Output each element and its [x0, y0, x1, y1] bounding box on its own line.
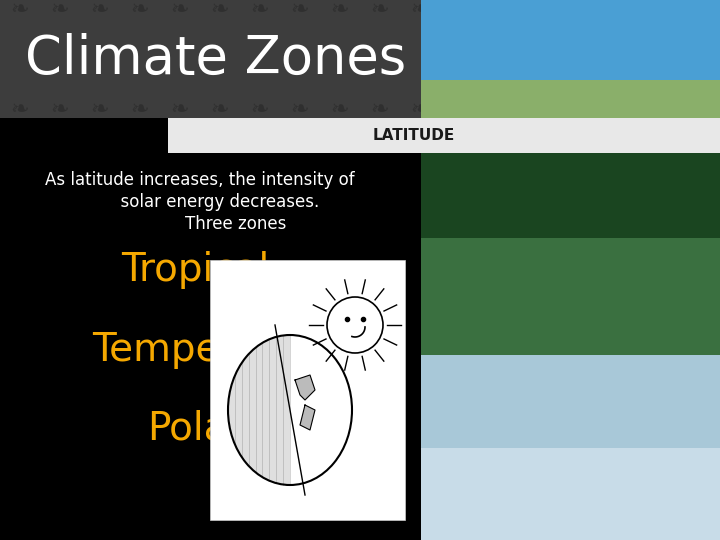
- Text: ❧: ❧: [50, 0, 69, 20]
- Bar: [421, 355, 720, 540]
- Circle shape: [327, 297, 383, 353]
- Text: ❧: ❧: [211, 0, 229, 20]
- Text: ❧: ❧: [251, 100, 269, 120]
- Text: ❧: ❧: [11, 100, 30, 120]
- Bar: [168, 118, 720, 153]
- Bar: [421, 120, 720, 355]
- Text: ❧: ❧: [571, 0, 589, 20]
- Text: solar energy decreases.: solar energy decreases.: [110, 193, 320, 211]
- Text: ❧: ❧: [330, 0, 349, 20]
- Text: ❧: ❧: [291, 100, 310, 120]
- Text: ❧: ❧: [371, 0, 390, 20]
- Text: Temperate: Temperate: [91, 331, 298, 369]
- Bar: [421, 238, 720, 355]
- Text: ❧: ❧: [651, 0, 670, 20]
- Text: Climate Zones: Climate Zones: [25, 33, 406, 85]
- Text: ❧: ❧: [690, 100, 709, 120]
- Text: ❧: ❧: [251, 0, 269, 20]
- Text: ❧: ❧: [171, 0, 189, 20]
- Text: ❧: ❧: [171, 100, 189, 120]
- Bar: [210, 260, 405, 520]
- Text: ❧: ❧: [491, 100, 509, 120]
- Bar: [0, 0, 720, 118]
- Text: ❧: ❧: [371, 100, 390, 120]
- Text: ❧: ❧: [330, 100, 349, 120]
- Text: ❧: ❧: [91, 100, 109, 120]
- Text: ❧: ❧: [651, 100, 670, 120]
- Text: ❧: ❧: [611, 0, 629, 20]
- Polygon shape: [228, 335, 290, 485]
- Text: ❧: ❧: [410, 100, 429, 120]
- Text: ❧: ❧: [211, 100, 229, 120]
- Text: ❧: ❧: [291, 0, 310, 20]
- Text: LATITUDE: LATITUDE: [373, 128, 455, 143]
- Bar: [421, 121, 720, 238]
- Text: ❧: ❧: [571, 100, 589, 120]
- Text: ❧: ❧: [131, 100, 149, 120]
- Text: ❧: ❧: [491, 0, 509, 20]
- Bar: [421, 0, 720, 120]
- Text: ❧: ❧: [91, 0, 109, 20]
- Bar: [421, 0, 720, 80]
- Text: ❧: ❧: [611, 100, 629, 120]
- Text: ❧: ❧: [451, 100, 469, 120]
- Text: ❧: ❧: [451, 0, 469, 20]
- Bar: [421, 80, 720, 120]
- Text: ❧: ❧: [131, 0, 149, 20]
- Bar: [0, 118, 421, 540]
- Text: Three zones: Three zones: [164, 215, 286, 233]
- Text: ❧: ❧: [531, 0, 549, 20]
- Text: As latitude increases, the intensity of: As latitude increases, the intensity of: [45, 171, 355, 189]
- Text: ❧: ❧: [531, 100, 549, 120]
- Polygon shape: [295, 375, 315, 400]
- Text: Polar: Polar: [147, 409, 243, 447]
- Text: ❧: ❧: [50, 100, 69, 120]
- Text: ❧: ❧: [690, 0, 709, 20]
- Polygon shape: [300, 405, 315, 430]
- Text: Tropical: Tropical: [121, 251, 269, 289]
- Bar: [421, 448, 720, 540]
- Text: ❧: ❧: [410, 0, 429, 20]
- Text: ❧: ❧: [11, 0, 30, 20]
